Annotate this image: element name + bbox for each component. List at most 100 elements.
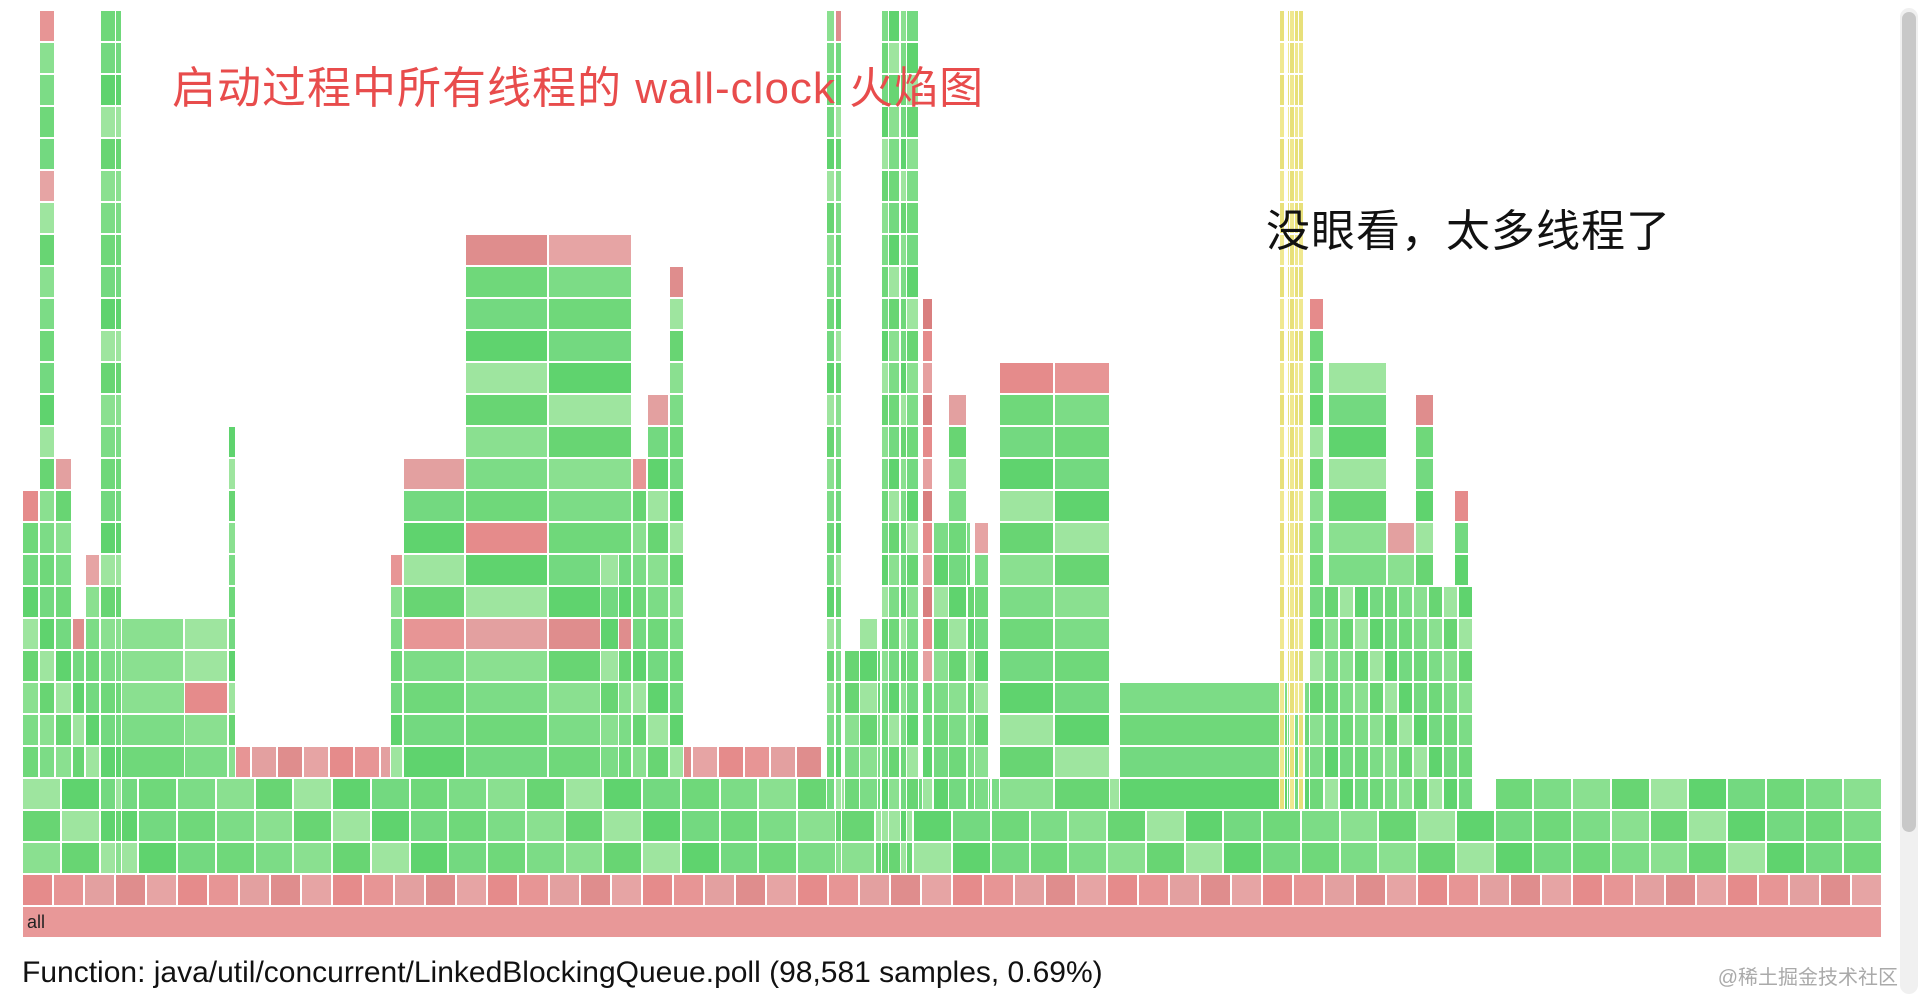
flame-frame[interactable] [1309, 682, 1324, 714]
flame-frame[interactable] [115, 650, 122, 682]
flame-frame[interactable] [1289, 106, 1295, 138]
flame-frame[interactable] [642, 778, 681, 810]
flame-frame[interactable] [119, 650, 184, 682]
flame-frame[interactable] [835, 682, 842, 714]
flame-frame[interactable] [1339, 586, 1354, 618]
flame-frame[interactable] [1068, 810, 1107, 842]
flame-frame[interactable] [1223, 842, 1262, 874]
flame-frame[interactable] [881, 650, 888, 682]
flame-frame[interactable] [1279, 298, 1285, 330]
flame-frame[interactable] [1324, 778, 1339, 810]
flame-frame[interactable] [647, 554, 669, 586]
flame-frame[interactable] [1279, 458, 1285, 490]
flame-frame[interactable] [1688, 810, 1727, 842]
flame-frame[interactable] [826, 490, 835, 522]
flame-frame[interactable] [826, 746, 835, 778]
flame-frame[interactable] [632, 522, 647, 554]
flame-frame[interactable] [720, 842, 759, 874]
flame-frame[interactable] [900, 714, 907, 746]
flame-frame[interactable] [1458, 682, 1473, 714]
flame-frame[interactable] [826, 234, 835, 266]
flame-frame[interactable] [1107, 842, 1146, 874]
flame-frame[interactable] [1428, 778, 1443, 810]
flame-frame[interactable] [1279, 426, 1285, 458]
flame-frame[interactable] [138, 842, 177, 874]
flame-frame[interactable] [1458, 650, 1473, 682]
flame-frame[interactable] [115, 842, 122, 874]
flame-frame[interactable] [1378, 810, 1417, 842]
flame-frame[interactable] [1369, 778, 1384, 810]
flame-frame[interactable] [1369, 682, 1384, 714]
flame-frame[interactable] [948, 554, 967, 586]
flame-frame[interactable] [184, 746, 229, 778]
flame-frame[interactable] [115, 10, 122, 42]
flame-frame[interactable] [900, 810, 907, 842]
flame-frame[interactable] [881, 458, 888, 490]
flame-frame[interactable] [293, 842, 332, 874]
flame-frame[interactable] [1289, 714, 1295, 746]
flame-frame[interactable] [115, 202, 122, 234]
flame-frame[interactable] [390, 586, 403, 618]
flame-frame-l1[interactable] [1045, 874, 1076, 906]
flame-frame[interactable] [900, 202, 907, 234]
flame-frame[interactable] [1428, 586, 1443, 618]
flame-frame[interactable] [1398, 746, 1413, 778]
flame-frame[interactable] [632, 458, 647, 490]
flame-frame[interactable] [177, 778, 216, 810]
flame-frame[interactable] [974, 586, 989, 618]
flame-frame[interactable] [900, 522, 907, 554]
flame-frame[interactable] [1054, 650, 1110, 682]
flame-frame[interactable] [1354, 618, 1369, 650]
flame-frame[interactable] [1279, 138, 1285, 170]
flame-frame[interactable] [465, 650, 549, 682]
flame-frame[interactable] [718, 746, 744, 778]
flame-frame[interactable] [669, 650, 684, 682]
flame-frame[interactable] [999, 458, 1055, 490]
flame-frame[interactable] [115, 714, 122, 746]
flame-frame[interactable] [900, 362, 907, 394]
flame-frame[interactable] [1068, 842, 1107, 874]
flame-frame[interactable] [22, 778, 61, 810]
flame-frame-l1[interactable] [53, 874, 84, 906]
flame-root[interactable]: all [22, 906, 1882, 938]
flame-frame-l1[interactable] [363, 874, 394, 906]
flame-frame[interactable] [1289, 138, 1295, 170]
flame-frame[interactable] [826, 266, 835, 298]
flame-frame[interactable] [1309, 554, 1324, 586]
flame-frame[interactable] [255, 778, 294, 810]
flame-frame[interactable] [1279, 682, 1285, 714]
flame-frame[interactable] [720, 778, 759, 810]
flame-frame[interactable] [1398, 618, 1413, 650]
flame-frame[interactable] [548, 330, 632, 362]
flame-frame[interactable] [465, 426, 549, 458]
flame-frame[interactable] [826, 330, 835, 362]
flame-frame[interactable] [826, 138, 835, 170]
flame-frame[interactable] [39, 618, 56, 650]
flame-frame[interactable] [390, 650, 403, 682]
flame-frame[interactable] [669, 362, 684, 394]
flame-frame[interactable] [39, 650, 56, 682]
flame-frame[interactable] [999, 682, 1055, 714]
flame-frame-l1[interactable] [84, 874, 115, 906]
flame-frame[interactable] [39, 138, 56, 170]
flame-frame-l1[interactable] [642, 874, 673, 906]
flame-frame[interactable] [974, 682, 989, 714]
flame-frame[interactable] [228, 522, 235, 554]
flame-frame[interactable] [1324, 714, 1339, 746]
flame-frame-l1[interactable] [1324, 874, 1355, 906]
flame-frame[interactable] [1324, 746, 1339, 778]
flame-frame[interactable] [859, 682, 878, 714]
flame-frame[interactable] [952, 810, 991, 842]
flame-frame[interactable] [371, 842, 410, 874]
flame-frame[interactable] [1289, 74, 1295, 106]
flame-frame[interactable] [403, 458, 464, 490]
flame-frame[interactable] [216, 810, 255, 842]
flame-frame[interactable] [881, 426, 888, 458]
flame-frame[interactable] [1805, 810, 1844, 842]
flame-frame[interactable] [1354, 778, 1369, 810]
flame-frame-l1[interactable] [1293, 874, 1324, 906]
flame-frame[interactable] [1428, 618, 1443, 650]
flame-frame[interactable] [1279, 362, 1285, 394]
flame-frame[interactable] [115, 234, 122, 266]
flame-frame[interactable] [826, 522, 835, 554]
